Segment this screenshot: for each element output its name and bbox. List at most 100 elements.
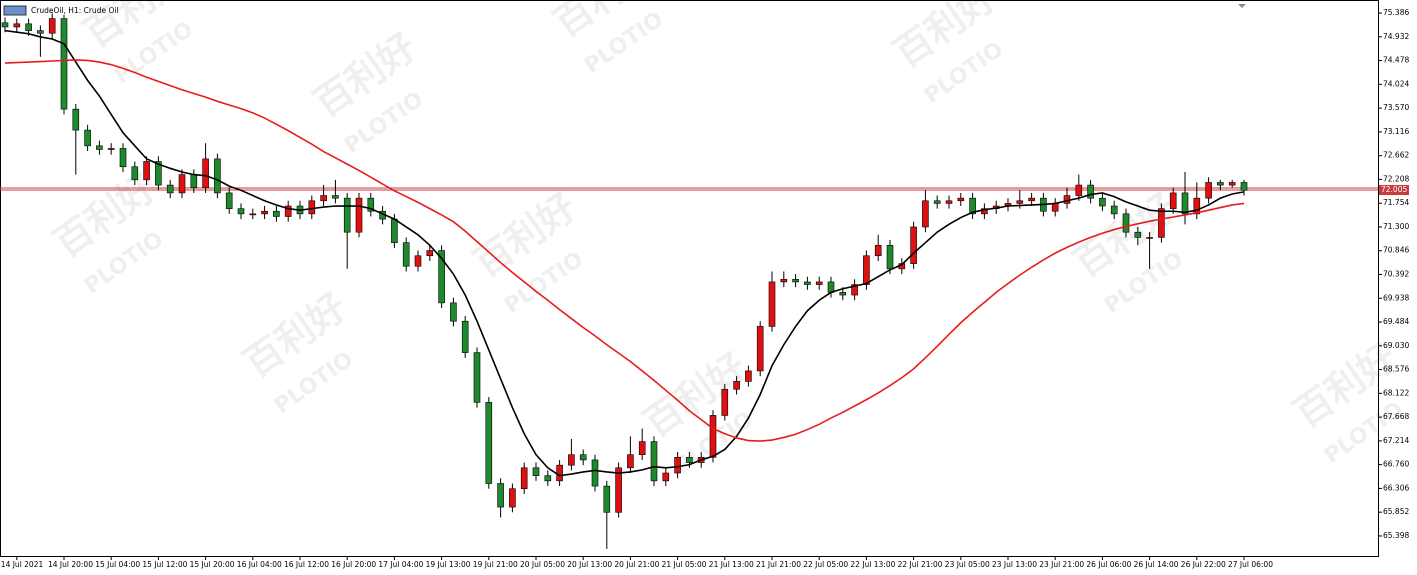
candle-body [981, 208, 988, 215]
candle-body [225, 192, 233, 209]
candle-body [1, 22, 9, 28]
candle-body [25, 23, 32, 31]
candle-body [815, 281, 823, 285]
candle-body [615, 467, 622, 513]
candle-body [438, 250, 445, 304]
x-tick-label: 23 Jul 13:00 [992, 560, 1037, 569]
price-label: 72.005 [1381, 185, 1407, 194]
x-tick-label: 26 Jul 06:00 [1086, 560, 1131, 569]
y-tick-label: 65.852 [1383, 507, 1409, 516]
candle-body [591, 459, 599, 487]
y-tick-label: 67.668 [1383, 412, 1409, 421]
y-tick-label: 71.300 [1383, 222, 1409, 231]
candle-body [343, 197, 351, 233]
candle-body [509, 488, 516, 508]
candle-body [1063, 195, 1071, 204]
candle-body [1205, 182, 1212, 199]
candle-body [933, 200, 941, 204]
y-tick-label: 67.214 [1383, 436, 1409, 445]
candle-body [957, 197, 965, 202]
y-tick-label: 74.932 [1383, 32, 1409, 41]
x-tick-label: 14 Jul 2021 [1, 560, 44, 569]
x-tick-label: 22 Jul 05:00 [803, 560, 848, 569]
candle-body [355, 197, 363, 233]
candle-body [520, 467, 528, 490]
candle-body [851, 284, 858, 296]
candle-body [96, 145, 103, 150]
x-tick-label: 15 Jul 20:00 [190, 560, 235, 569]
candle-body [768, 281, 776, 327]
candle-body [1240, 182, 1248, 191]
x-tick-label: 14 Jul 20:00 [48, 560, 93, 569]
candle-body [662, 472, 670, 482]
x-tick-label: 21 Jul 13:00 [709, 560, 754, 569]
candle-body [497, 483, 504, 508]
candle-body [874, 244, 882, 257]
candle-body [827, 281, 835, 293]
candle-body [37, 30, 44, 34]
x-tick-label: 16 Jul 20:00 [331, 560, 376, 569]
candle-body [119, 148, 127, 168]
candle-body [686, 457, 693, 463]
y-tick-label: 73.116 [1383, 127, 1409, 136]
candle-body [650, 441, 658, 482]
candle-body [945, 200, 953, 204]
y-tick-label: 65.398 [1383, 531, 1409, 540]
candle-body [922, 200, 929, 228]
candle-body [1146, 237, 1153, 239]
y-tick-label: 68.576 [1383, 365, 1409, 374]
candle-body [1075, 184, 1083, 196]
candle-body [273, 210, 280, 217]
x-tick-label: 19 Jul 13:00 [426, 560, 471, 569]
candle-body [84, 129, 91, 147]
candle-body [190, 174, 198, 188]
y-tick-label: 69.938 [1383, 293, 1409, 302]
candle-body [839, 292, 847, 296]
y-tick-label: 73.570 [1383, 103, 1409, 112]
candle-body [1181, 192, 1189, 215]
x-tick-label: 20 Jul 05:00 [520, 560, 565, 569]
candle-body [544, 475, 552, 482]
x-tick-label: 21 Jul 05:00 [662, 560, 707, 569]
y-tick-label: 70.392 [1383, 269, 1409, 278]
candle-body [414, 255, 422, 267]
candle-body [391, 218, 398, 243]
x-tick-label: 16 Jul 04:00 [237, 560, 282, 569]
candle-body [792, 279, 799, 283]
y-tick-label: 69.484 [1383, 317, 1409, 326]
x-tick-label: 26 Jul 14:00 [1134, 560, 1179, 569]
chart-icon [3, 5, 27, 16]
candle-body [1228, 182, 1236, 186]
y-tick-label: 72.662 [1383, 151, 1409, 160]
candle-body [627, 454, 634, 469]
candle-body [1051, 203, 1059, 212]
candle-body [461, 320, 469, 353]
candle-body [107, 148, 115, 150]
candle-body [638, 441, 646, 455]
y-tick-label: 75.386 [1383, 8, 1409, 17]
candle-body [910, 226, 917, 264]
shift-marker [1238, 4, 1246, 8]
candle-body [155, 161, 162, 186]
y-tick-label: 66.306 [1383, 483, 1409, 492]
candle-body [131, 166, 139, 181]
y-tick-label: 70.846 [1383, 246, 1409, 255]
y-tick-label: 68.122 [1383, 388, 1409, 397]
candle-body [1122, 213, 1130, 233]
candle-body [756, 326, 764, 372]
x-tick-label: 19 Jul 21:00 [473, 560, 518, 569]
candle-body [709, 415, 717, 458]
candle-body [485, 402, 493, 484]
candle-body [780, 279, 788, 283]
candle-body [1134, 231, 1142, 238]
candle-body [1169, 192, 1177, 209]
candle-body [603, 485, 611, 513]
candle-body [556, 464, 563, 482]
candle-body [308, 200, 316, 215]
x-tick-label: 22 Jul 21:00 [898, 560, 943, 569]
candle-body [674, 457, 681, 474]
y-tick-label: 74.478 [1383, 56, 1409, 65]
y-tick-label: 69.030 [1383, 341, 1409, 350]
